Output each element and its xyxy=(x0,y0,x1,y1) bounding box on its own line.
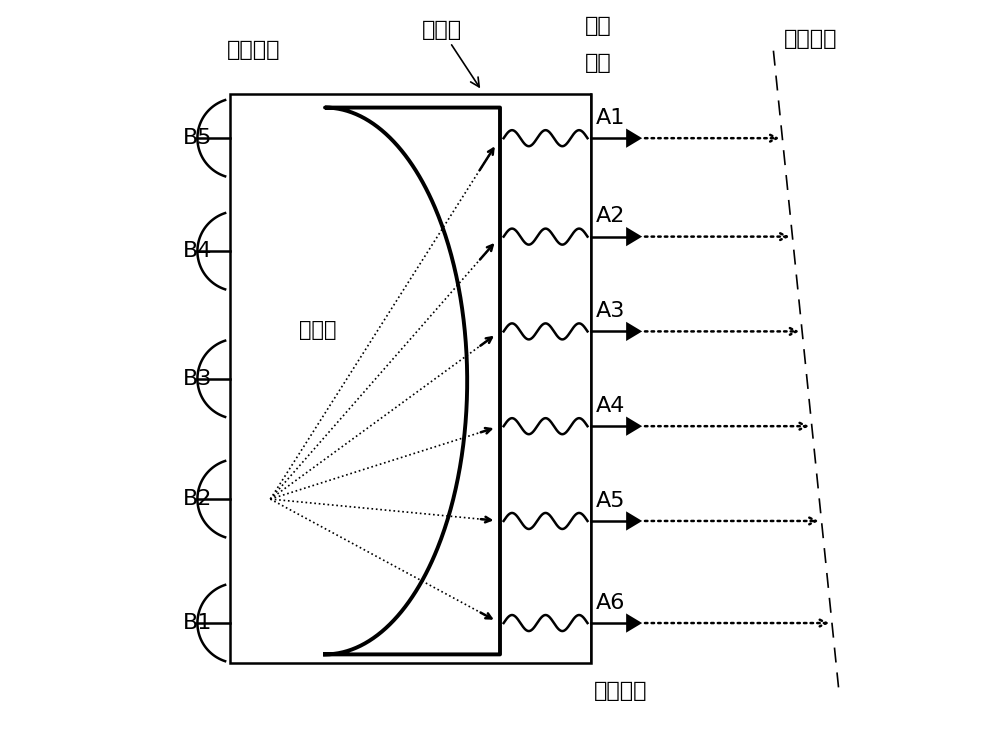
Text: A3: A3 xyxy=(596,301,625,321)
Text: A5: A5 xyxy=(596,490,625,510)
Polygon shape xyxy=(626,511,642,531)
Polygon shape xyxy=(626,129,642,148)
Polygon shape xyxy=(626,614,642,633)
Text: A1: A1 xyxy=(596,108,625,128)
Text: 天线阵列: 天线阵列 xyxy=(594,681,647,701)
Polygon shape xyxy=(626,417,642,436)
Text: 波束端口: 波束端口 xyxy=(227,40,280,59)
Text: 阵列: 阵列 xyxy=(585,16,612,36)
Text: A2: A2 xyxy=(596,207,625,226)
Text: A6: A6 xyxy=(596,593,625,613)
Text: 端口: 端口 xyxy=(585,53,612,73)
Text: B3: B3 xyxy=(183,369,212,389)
Text: A4: A4 xyxy=(596,396,625,416)
Text: B4: B4 xyxy=(183,241,212,262)
Text: B1: B1 xyxy=(183,613,212,633)
Polygon shape xyxy=(626,227,642,246)
Text: 平面波前: 平面波前 xyxy=(784,29,838,49)
Text: 延迟线: 延迟线 xyxy=(422,20,479,87)
Text: B2: B2 xyxy=(183,489,212,509)
Bar xyxy=(230,94,591,663)
Polygon shape xyxy=(626,322,642,341)
Text: 透镜腔: 透镜腔 xyxy=(299,320,336,340)
Text: B5: B5 xyxy=(183,129,212,148)
